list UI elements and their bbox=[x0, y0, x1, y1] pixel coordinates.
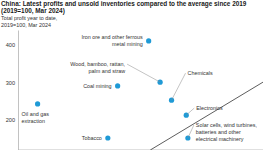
y-tick: 400 bbox=[6, 42, 18, 48]
text-line: electrical machinery bbox=[196, 136, 244, 142]
point bbox=[105, 135, 110, 140]
plot-area bbox=[35, 38, 263, 150]
text-line: Solar cells, wind turbines, bbox=[196, 122, 258, 128]
text-line: Iron ore and other ferrous bbox=[82, 34, 143, 40]
text-line: palm and straw bbox=[89, 68, 126, 74]
y-tick-label: 200 bbox=[6, 117, 15, 123]
title: China: Latest profits and unsold invento… bbox=[1, 0, 247, 15]
text-line: Oil and gas bbox=[22, 111, 50, 117]
point-label: Coal mining bbox=[83, 83, 111, 89]
point-label: Oil and gasextraction bbox=[22, 111, 50, 124]
point-label: Electronics bbox=[196, 105, 223, 111]
y-tick-label: 300 bbox=[6, 80, 15, 86]
text-line: Chemicals bbox=[188, 70, 213, 76]
text-line: Electronics bbox=[196, 105, 223, 111]
point bbox=[146, 38, 151, 43]
text-line: batteries and other bbox=[196, 129, 241, 135]
leader-line bbox=[127, 64, 160, 82]
text-line: Coal mining bbox=[83, 83, 111, 89]
y-tick: 200 bbox=[6, 117, 18, 123]
leader-line bbox=[186, 108, 194, 115]
text-line: Total profit year to date, bbox=[1, 15, 58, 21]
leader-line bbox=[172, 73, 186, 100]
text-line: 2019=100, Mar 2024 bbox=[1, 22, 51, 28]
text-line: Wood, bamboo, rattan, bbox=[70, 61, 125, 67]
point bbox=[115, 83, 120, 88]
leader-line bbox=[188, 125, 194, 138]
point-label: Chemicals bbox=[188, 70, 213, 76]
point-label: Tobacco bbox=[82, 135, 102, 141]
y-tick: 300 bbox=[6, 80, 18, 86]
y-tick-label: 400 bbox=[6, 42, 15, 48]
point-label: Solar cells, wind turbines,batteries and… bbox=[196, 122, 258, 142]
point-label: Wood, bamboo, rattan,palm and straw bbox=[70, 61, 125, 74]
text-line: Tobacco bbox=[82, 135, 102, 141]
point bbox=[169, 98, 174, 103]
point bbox=[35, 101, 40, 106]
text-line: extraction bbox=[22, 118, 45, 124]
annotations: Iron ore and other ferrousmetal mining Wo… bbox=[22, 34, 258, 142]
text-line: metal mining bbox=[112, 41, 143, 47]
reference-line bbox=[150, 82, 263, 150]
y-axis-line bbox=[18, 31, 19, 150]
point-label: Iron ore and other ferrousmetal mining bbox=[82, 34, 143, 47]
chart: China: Latest profits and unsold invento… bbox=[0, 0, 263, 150]
y-axis: 200 300 400 bbox=[6, 31, 19, 150]
y-axis-title: Total profit year to date,2019=100, Mar … bbox=[1, 15, 58, 28]
text-line: (2019=100, Mar 2024) bbox=[1, 7, 65, 15]
